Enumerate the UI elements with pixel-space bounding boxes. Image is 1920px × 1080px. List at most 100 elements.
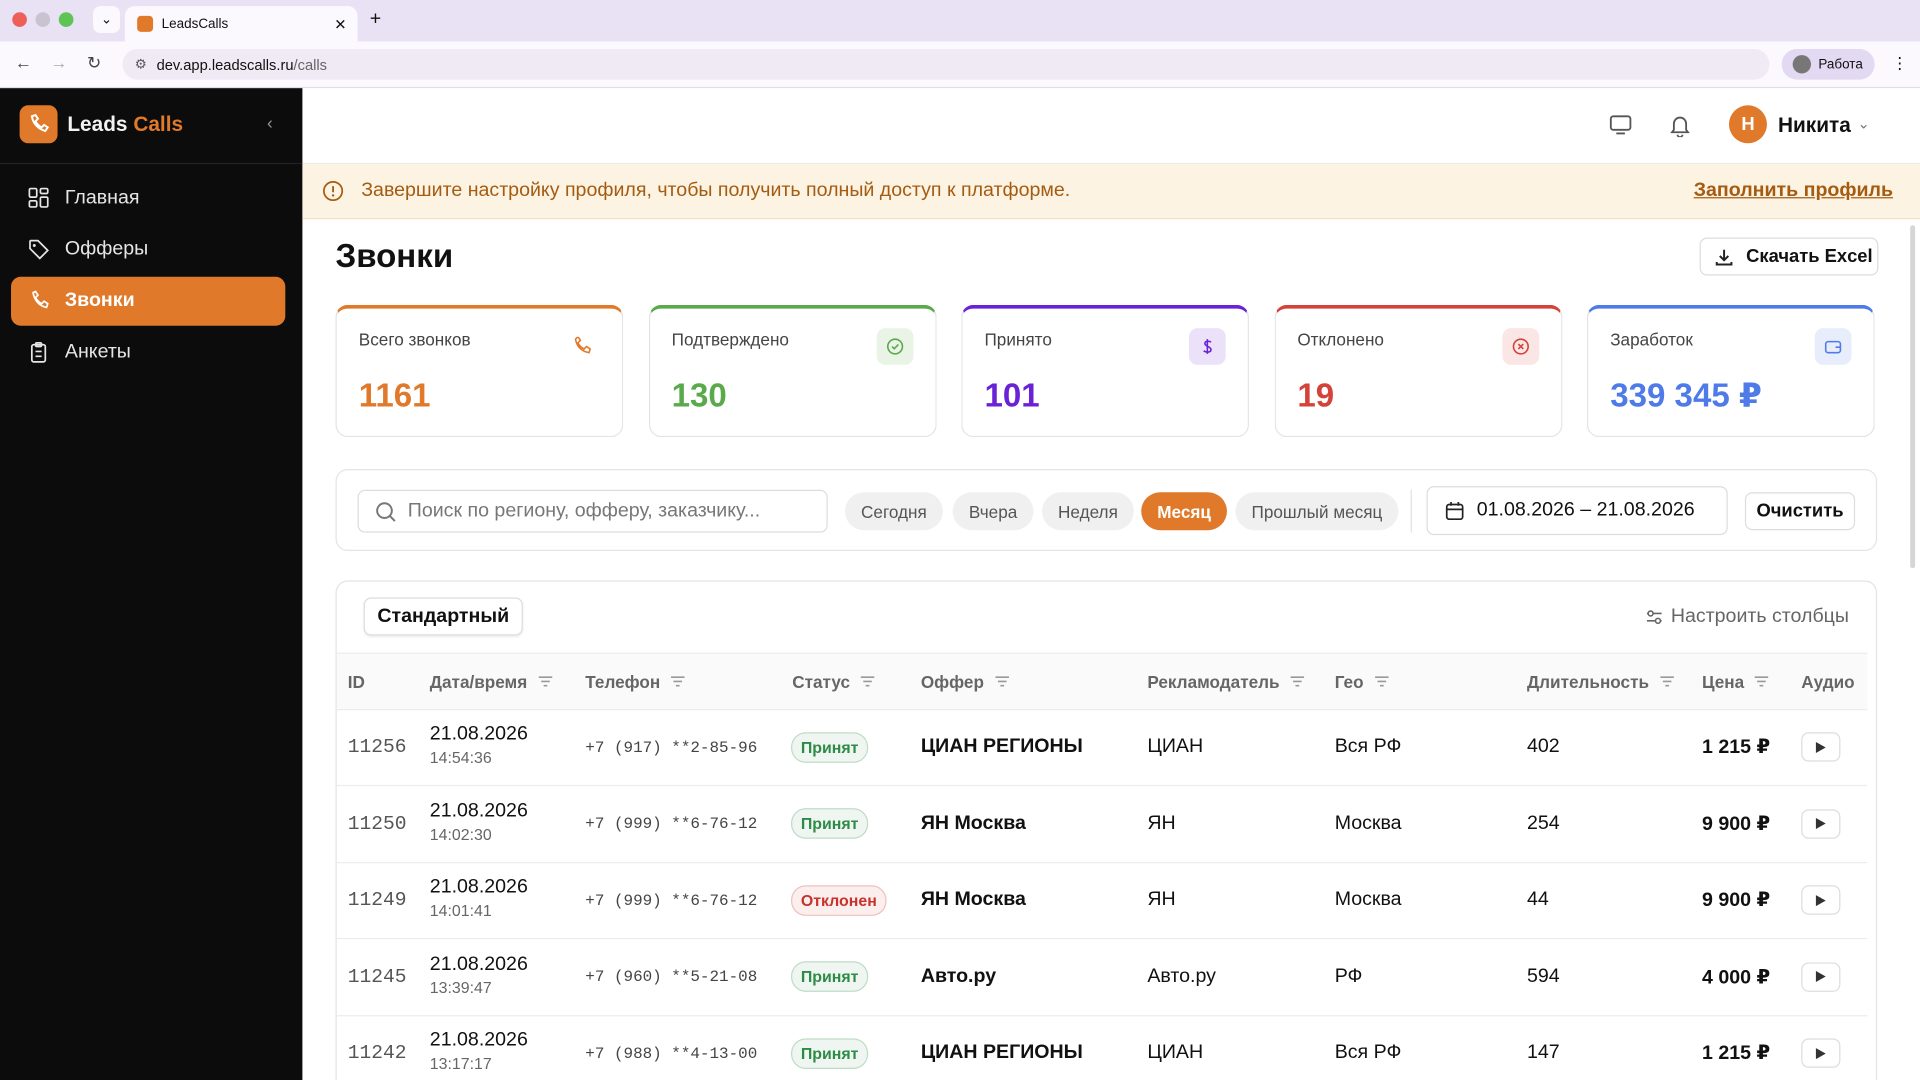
- stat-icon: [1188, 328, 1226, 365]
- topbar: Н Никита ⌄: [302, 88, 1920, 165]
- search-input[interactable]: Поиск по региону, офферу, заказчику...: [357, 489, 828, 533]
- period-chip[interactable]: Сегодня: [844, 492, 943, 531]
- nav-icon: [28, 290, 49, 312]
- cell-geo: Вся РФ: [1334, 735, 1402, 757]
- address-bar[interactable]: ⚙ dev.app.leadscalls.ru/calls: [122, 48, 1770, 80]
- column-header[interactable]: Телефон: [585, 654, 686, 709]
- cell-date: 21.08.2026: [429, 723, 528, 745]
- period-chip[interactable]: Месяц: [1141, 492, 1227, 531]
- tab-close[interactable]: ✕: [334, 15, 347, 33]
- nav-item[interactable]: Звонки: [11, 276, 286, 326]
- period-chip[interactable]: Вчера: [952, 492, 1034, 531]
- nav-item[interactable]: Офферы: [11, 225, 285, 274]
- browser-menu[interactable]: ⋮: [1891, 53, 1908, 73]
- nav-label: Анкеты: [64, 341, 131, 363]
- play-button[interactable]: [1801, 1038, 1841, 1068]
- date-range-text: 01.08.2026 – 21.08.2026: [1476, 499, 1695, 521]
- cell-phone: +7 (999) **6-76-12: [585, 890, 758, 910]
- cell-offer: Авто.ру: [920, 965, 997, 987]
- profile-avatar: [1792, 55, 1812, 74]
- close-window[interactable]: [12, 12, 27, 27]
- bell-icon[interactable]: [1669, 113, 1691, 138]
- column-header[interactable]: Цена: [1702, 654, 1770, 709]
- forward[interactable]: →: [50, 52, 68, 73]
- column-header[interactable]: ID: [348, 654, 365, 709]
- stat-label: Подтверждено: [671, 329, 789, 349]
- period-chip[interactable]: Прошлый месяц: [1235, 492, 1399, 531]
- play-button[interactable]: [1801, 885, 1841, 915]
- column-filter: [537, 673, 553, 689]
- scrollbar[interactable]: [1910, 225, 1916, 569]
- user-name[interactable]: Никита: [1777, 113, 1851, 138]
- column-header[interactable]: Аудио: [1801, 654, 1854, 709]
- cell-status: Принят: [791, 709, 869, 785]
- tab-search[interactable]: ⌄: [93, 6, 120, 34]
- column-filter-svg: [1374, 676, 1389, 687]
- stat-label: Принято: [984, 329, 1052, 349]
- minimize-window[interactable]: [35, 12, 51, 27]
- view-button[interactable]: Стандартный: [363, 597, 523, 636]
- date-range[interactable]: 01.08.2026 – 21.08.2026: [1426, 486, 1728, 536]
- play-icon: [1815, 1047, 1826, 1059]
- column-filter-svg: [671, 676, 685, 687]
- play-button[interactable]: [1801, 961, 1841, 992]
- column-header[interactable]: Статус: [792, 654, 875, 709]
- stat-value: 19: [1297, 377, 1335, 414]
- export-button[interactable]: Скачать Excel: [1699, 237, 1879, 276]
- cell-offer: ЦИАН РЕГИОНЫ: [920, 735, 1083, 757]
- stat-value: 101: [984, 377, 1040, 414]
- banner-link[interactable]: Заполнить профиль: [1693, 180, 1894, 201]
- cell-datetime: 21.08.2026 14:54:36: [430, 724, 528, 767]
- stat-card: Заработок 339 345 ₽: [1586, 304, 1875, 438]
- brand-row: Leads Calls ‹: [0, 88, 303, 165]
- screen-icon[interactable]: [1609, 114, 1632, 136]
- column-label: ID: [347, 671, 365, 692]
- column-label: Оффер: [920, 671, 984, 692]
- filter-bar: Поиск по региону, офферу, заказчику... 0…: [335, 468, 1878, 552]
- column-header[interactable]: Длительность: [1527, 654, 1675, 709]
- column-header[interactable]: Оффер: [921, 654, 1010, 709]
- tab[interactable]: LeadsCalls ✕: [124, 6, 358, 42]
- search-placeholder: Поиск по региону, офферу, заказчику...: [407, 500, 761, 522]
- column-header[interactable]: Дата/время: [430, 654, 553, 709]
- user-menu[interactable]: ⌄: [1857, 115, 1870, 133]
- period-chip[interactable]: Неделя: [1042, 492, 1134, 531]
- configure-columns[interactable]: Настроить столбцы: [1645, 606, 1849, 628]
- table-row: 11242 21.08.2026 13:17:17 +7 (988) **4-13-0…: [337, 1015, 1868, 1080]
- collapse-sidebar[interactable]: ‹: [266, 112, 273, 133]
- table-row: 11256 21.08.2026 14:54:36 +7 (917) **2-85-9…: [336, 709, 1868, 787]
- play-button[interactable]: [1801, 808, 1841, 839]
- column-header[interactable]: Рекламодатель: [1147, 654, 1305, 709]
- download-icon: [1715, 249, 1733, 265]
- back[interactable]: ←: [14, 52, 32, 73]
- new-tab[interactable]: +: [369, 8, 382, 30]
- status-badge: Принят: [791, 731, 869, 763]
- cell-date: 21.08.2026: [429, 876, 528, 898]
- divider: [1410, 489, 1412, 533]
- cell-geo: РФ: [1334, 965, 1363, 987]
- cell-datetime: 21.08.2026 13:39:47: [430, 953, 528, 996]
- table-row: 11249 21.08.2026 14:01:41 +7 (999) **6-76-1…: [336, 862, 1868, 940]
- profile-button[interactable]: Работа: [1781, 48, 1875, 80]
- stat-label: Всего звонков: [358, 329, 471, 349]
- stat-icon: [1814, 328, 1852, 365]
- cell-id: 11249: [347, 888, 407, 912]
- avatar[interactable]: Н: [1728, 105, 1767, 144]
- column-filter-svg: [1660, 676, 1674, 687]
- play-button[interactable]: [1801, 732, 1841, 762]
- maximize-window[interactable]: [58, 12, 74, 27]
- reload[interactable]: ↻: [86, 52, 102, 73]
- main: Н Никита ⌄ Завершите настройку профиля, …: [302, 88, 1920, 1080]
- export-label: Скачать Excel: [1746, 246, 1873, 267]
- cell-id: 11242: [347, 1042, 407, 1065]
- column-filter-svg: [1290, 676, 1305, 687]
- column-header[interactable]: Гео: [1335, 654, 1390, 709]
- nav-item[interactable]: Анкеты: [11, 328, 285, 377]
- column-label: Аудио: [1801, 671, 1855, 692]
- cell-advertiser: ЦИАН: [1147, 1042, 1204, 1063]
- nav-item[interactable]: Главная: [11, 174, 285, 223]
- cell-datetime: 21.08.2026 13:17:17: [430, 1030, 528, 1073]
- clear-button[interactable]: Очистить: [1744, 492, 1856, 531]
